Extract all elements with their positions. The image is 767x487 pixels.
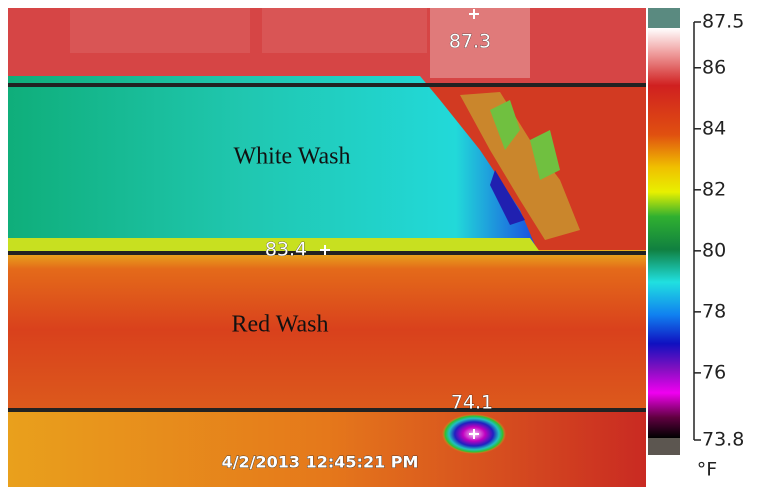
unit-label: °F [697, 459, 717, 481]
tick-label: 87.5 [702, 11, 744, 33]
tick-label: 84 [702, 117, 726, 139]
area-label: Red Wash [232, 312, 329, 338]
colorbar: °F 87.5 86 84 82 80 78 76 73.8 [648, 8, 744, 481]
spot-temperature: 74.1 [451, 392, 493, 414]
thermal-screenshot: 87.3 83.4 74.1 White Wash Red Wash 4/2/2… [0, 0, 767, 487]
tick-label: 80 [702, 239, 726, 261]
spot-temperature: 87.3 [449, 31, 491, 53]
thermal-image: 87.3 83.4 74.1 White Wash Red Wash 4/2/2… [8, 8, 646, 487]
tick-label: 86 [702, 56, 726, 78]
page: {"image": {"spots": [ {"label": 87.3}, {… [0, 0, 767, 487]
tick-label: 78 [702, 300, 726, 322]
tick-label: 82 [702, 178, 726, 200]
area-label: White Wash [234, 144, 351, 170]
tick-label: 76 [702, 361, 726, 383]
timestamp: 4/2/2013 12:45:21 PM [222, 453, 419, 472]
spot-temperature: 83.4 [265, 239, 307, 261]
tick-label: 73.8 [702, 429, 744, 451]
